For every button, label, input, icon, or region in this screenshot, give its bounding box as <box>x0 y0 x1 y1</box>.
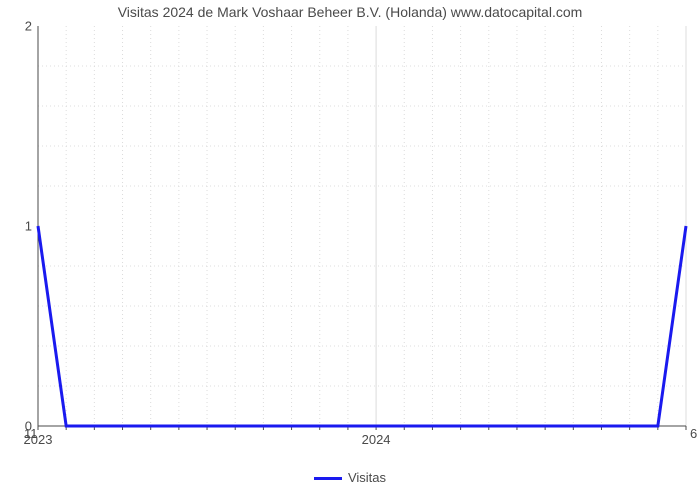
corner-label-bottom-left: 11 <box>24 426 38 441</box>
y-tick-label: 1 <box>25 219 32 234</box>
corner-label-bottom-right: 6 <box>690 426 697 441</box>
chart-container: Visitas 2024 de Mark Voshaar Beheer B.V.… <box>0 0 700 500</box>
y-tick-label: 2 <box>25 19 32 34</box>
legend-label: Visitas <box>348 470 386 485</box>
series-visitas <box>38 226 686 426</box>
grid <box>38 26 686 426</box>
plot-area: 01220232024116 <box>38 26 686 426</box>
legend-swatch <box>314 477 342 480</box>
legend: Visitas <box>0 470 700 485</box>
x-tick-label: 2024 <box>362 432 391 447</box>
chart-title: Visitas 2024 de Mark Voshaar Beheer B.V.… <box>0 4 700 20</box>
plot-svg <box>38 26 686 426</box>
